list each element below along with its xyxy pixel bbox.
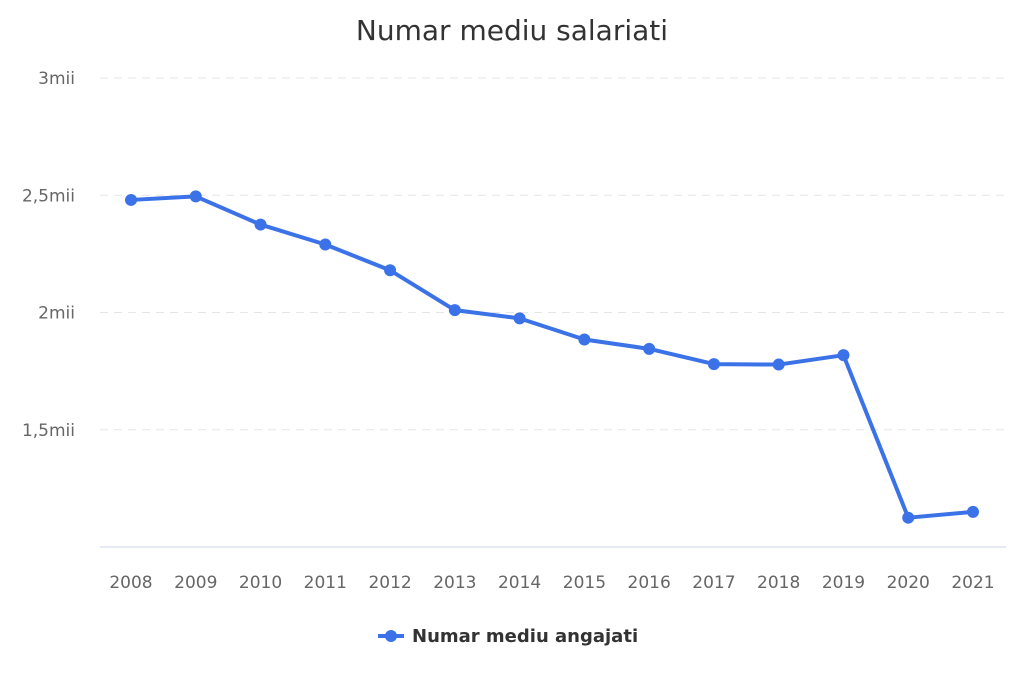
y-tick-label: 2mii — [38, 304, 75, 324]
x-tick-label: 2010 — [239, 573, 282, 593]
data-point-2010[interactable] — [254, 218, 267, 231]
x-tick-label: 2012 — [368, 573, 411, 593]
data-point-2019[interactable] — [837, 349, 850, 362]
legend[interactable]: Numar mediu angajati — [378, 626, 638, 647]
data-point-2017[interactable] — [707, 358, 720, 371]
x-tick-label: 2019 — [822, 573, 865, 593]
data-point-2014[interactable] — [513, 312, 526, 325]
x-tick-label: 2011 — [304, 573, 347, 593]
y-tick-label: 1,5mii — [22, 421, 75, 441]
x-tick-label: 2008 — [109, 573, 152, 593]
grid-lines — [100, 77, 1006, 431]
x-tick-label: 2016 — [628, 573, 671, 593]
data-point-2020[interactable] — [902, 511, 915, 524]
x-tick-label: 2021 — [951, 573, 994, 593]
x-tick-label: 2015 — [563, 573, 606, 593]
x-tick-label: 2018 — [757, 573, 800, 593]
x-axis-ticks: 2008 2009 2010 2011 2012 2013 2014 2015 2016 2017… — [109, 573, 994, 593]
data-point-2008[interactable] — [125, 193, 137, 206]
data-point-2016[interactable] — [643, 342, 656, 355]
x-tick-label: 2020 — [887, 573, 930, 593]
data-point-2013[interactable] — [448, 304, 461, 317]
data-point-2009[interactable] — [189, 190, 202, 203]
x-tick-label: 2017 — [692, 573, 735, 593]
chart-title: Numar mediu salariati — [356, 14, 668, 47]
x-tick-label: 2014 — [498, 573, 541, 593]
legend-label: Numar mediu angajati — [412, 626, 638, 647]
y-axis-ticks: 1,5mii 2mii 2,5mii 3mii — [22, 69, 75, 441]
data-point-2015[interactable] — [578, 333, 591, 346]
data-point-2018[interactable] — [772, 358, 785, 371]
y-tick-label: 3mii — [38, 69, 75, 89]
data-point-2011[interactable] — [319, 238, 332, 251]
y-tick-label: 2,5mii — [22, 186, 75, 206]
series-line[interactable] — [129, 194, 975, 520]
legend-dot-marker — [385, 630, 397, 642]
data-point-2012[interactable] — [384, 264, 397, 277]
x-tick-label: 2009 — [174, 573, 217, 593]
series-layer — [125, 190, 979, 524]
x-tick-label: 2013 — [433, 573, 476, 593]
data-point-2021[interactable] — [967, 505, 979, 518]
